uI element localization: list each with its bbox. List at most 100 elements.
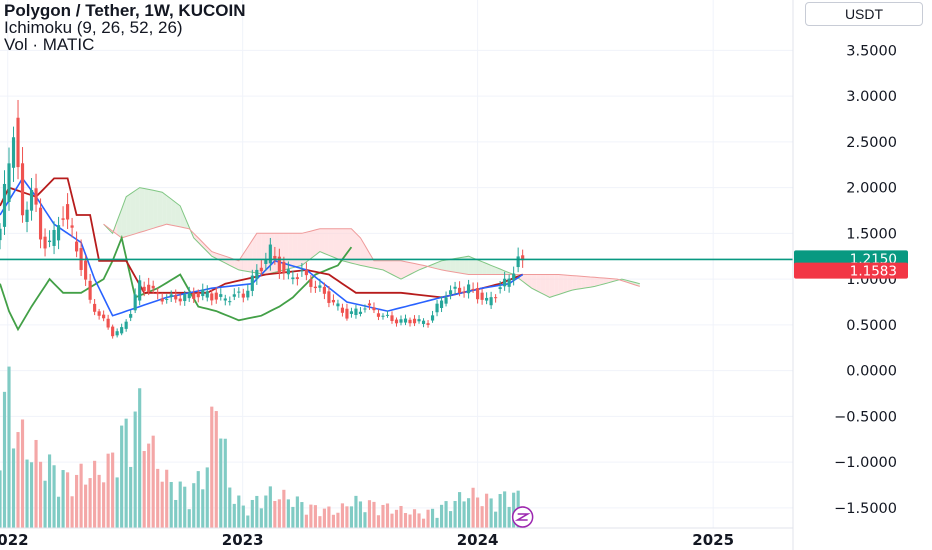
candle-body	[430, 315, 435, 321]
y-tick-label: −1.0000	[834, 455, 897, 471]
volume-bar	[201, 489, 205, 528]
volume-bar	[156, 468, 160, 528]
volume-bar	[512, 492, 516, 528]
volume-bar	[111, 452, 115, 528]
volume-bar	[390, 513, 394, 528]
cloud-segment	[522, 274, 528, 285]
cloud-segment	[256, 233, 262, 274]
y-tick-label: −0.5000	[834, 409, 897, 425]
volume-bar	[354, 495, 358, 528]
volume-bar	[394, 509, 399, 528]
candle-body	[120, 327, 124, 334]
candle	[210, 289, 214, 306]
candle	[277, 248, 281, 279]
volume-indicator-label[interactable]: Vol · MATIC	[4, 35, 95, 54]
volume-bar	[399, 505, 403, 528]
volume-bar	[187, 509, 191, 528]
candle	[471, 282, 475, 293]
candle-body	[331, 299, 335, 303]
candle-body	[20, 163, 25, 216]
event-marker-icon	[511, 506, 534, 528]
candle	[115, 328, 119, 338]
candle	[178, 293, 182, 306]
ichimoku-indicator-label[interactable]: Ichimoku (9, 26, 52, 26)	[4, 18, 183, 37]
candle-body	[358, 311, 363, 314]
candle	[133, 288, 137, 314]
candle-body	[34, 188, 38, 205]
x-axis-ticks: 2022 2023 2024 2025	[0, 531, 734, 549]
candle-body	[232, 294, 236, 297]
candle-body	[223, 298, 227, 301]
cloud-segment	[549, 274, 555, 298]
symbol-title[interactable]: Polygon / Tether, 1W, KUCOIN	[4, 1, 246, 20]
cloud-segment	[310, 229, 316, 259]
cloud-segment	[455, 257, 460, 273]
volume-bar	[129, 466, 133, 528]
volume-bar	[165, 469, 169, 528]
cloud-segment	[491, 265, 496, 275]
volume-bar	[417, 513, 421, 528]
candle-body	[277, 256, 281, 274]
volume-bar	[120, 425, 124, 528]
candle-body	[7, 163, 11, 203]
cloud-segment	[536, 274, 541, 293]
candle	[237, 287, 241, 298]
cloud-segment	[301, 232, 307, 266]
cloud-segment	[585, 276, 591, 288]
volume-bar	[327, 506, 331, 528]
cloud-segment	[441, 260, 447, 271]
cloud-segment	[315, 228, 320, 256]
volume-bar	[282, 489, 286, 528]
candle	[56, 216, 61, 250]
candle	[318, 278, 322, 292]
candle-body	[291, 277, 295, 280]
candle	[417, 315, 421, 324]
volume-bar	[255, 495, 259, 528]
cloud-segment	[540, 274, 546, 296]
candle-body	[412, 318, 417, 324]
candle-body	[439, 300, 444, 308]
y-tick-label: 3.0000	[846, 89, 897, 105]
candle-body	[214, 292, 218, 300]
candle	[476, 282, 480, 304]
x-tick-label: 2025	[692, 531, 734, 549]
candle-body	[106, 318, 110, 328]
volume-bar	[408, 514, 412, 528]
cloud-segment	[265, 233, 271, 275]
candle	[286, 261, 290, 280]
currency-button[interactable]: USDT	[805, 2, 923, 26]
candle	[138, 275, 142, 306]
candle	[52, 221, 56, 255]
price-badge: 1.1583	[794, 262, 908, 280]
candle-body	[160, 298, 164, 302]
candle	[282, 256, 286, 280]
candle-body	[75, 241, 79, 252]
candle-body	[489, 297, 493, 306]
cloud-segment	[175, 202, 181, 227]
chart-legend: Polygon / Tether, 1W, KUCOIN Ichimoku (9…	[4, 2, 246, 53]
candle	[430, 310, 435, 323]
candle	[219, 288, 223, 301]
cloud-segment	[171, 199, 176, 227]
volume-bar	[286, 499, 290, 528]
candle	[345, 303, 349, 321]
candle-body	[462, 291, 466, 293]
cloud-segment	[211, 251, 217, 259]
candle	[480, 288, 484, 305]
candle-body	[183, 294, 187, 302]
volume-bar	[376, 515, 381, 528]
candle-body	[84, 260, 88, 280]
candle	[458, 281, 462, 297]
candle-body	[372, 307, 376, 311]
volume-bar	[79, 463, 83, 528]
volume-bar	[84, 484, 88, 528]
volume-bar	[412, 509, 417, 528]
candle	[448, 285, 453, 300]
volume-bar	[43, 480, 47, 528]
candle-body	[417, 319, 421, 322]
candle	[309, 275, 313, 293]
cloud-segment	[450, 258, 456, 273]
cloud-segment	[373, 260, 379, 270]
